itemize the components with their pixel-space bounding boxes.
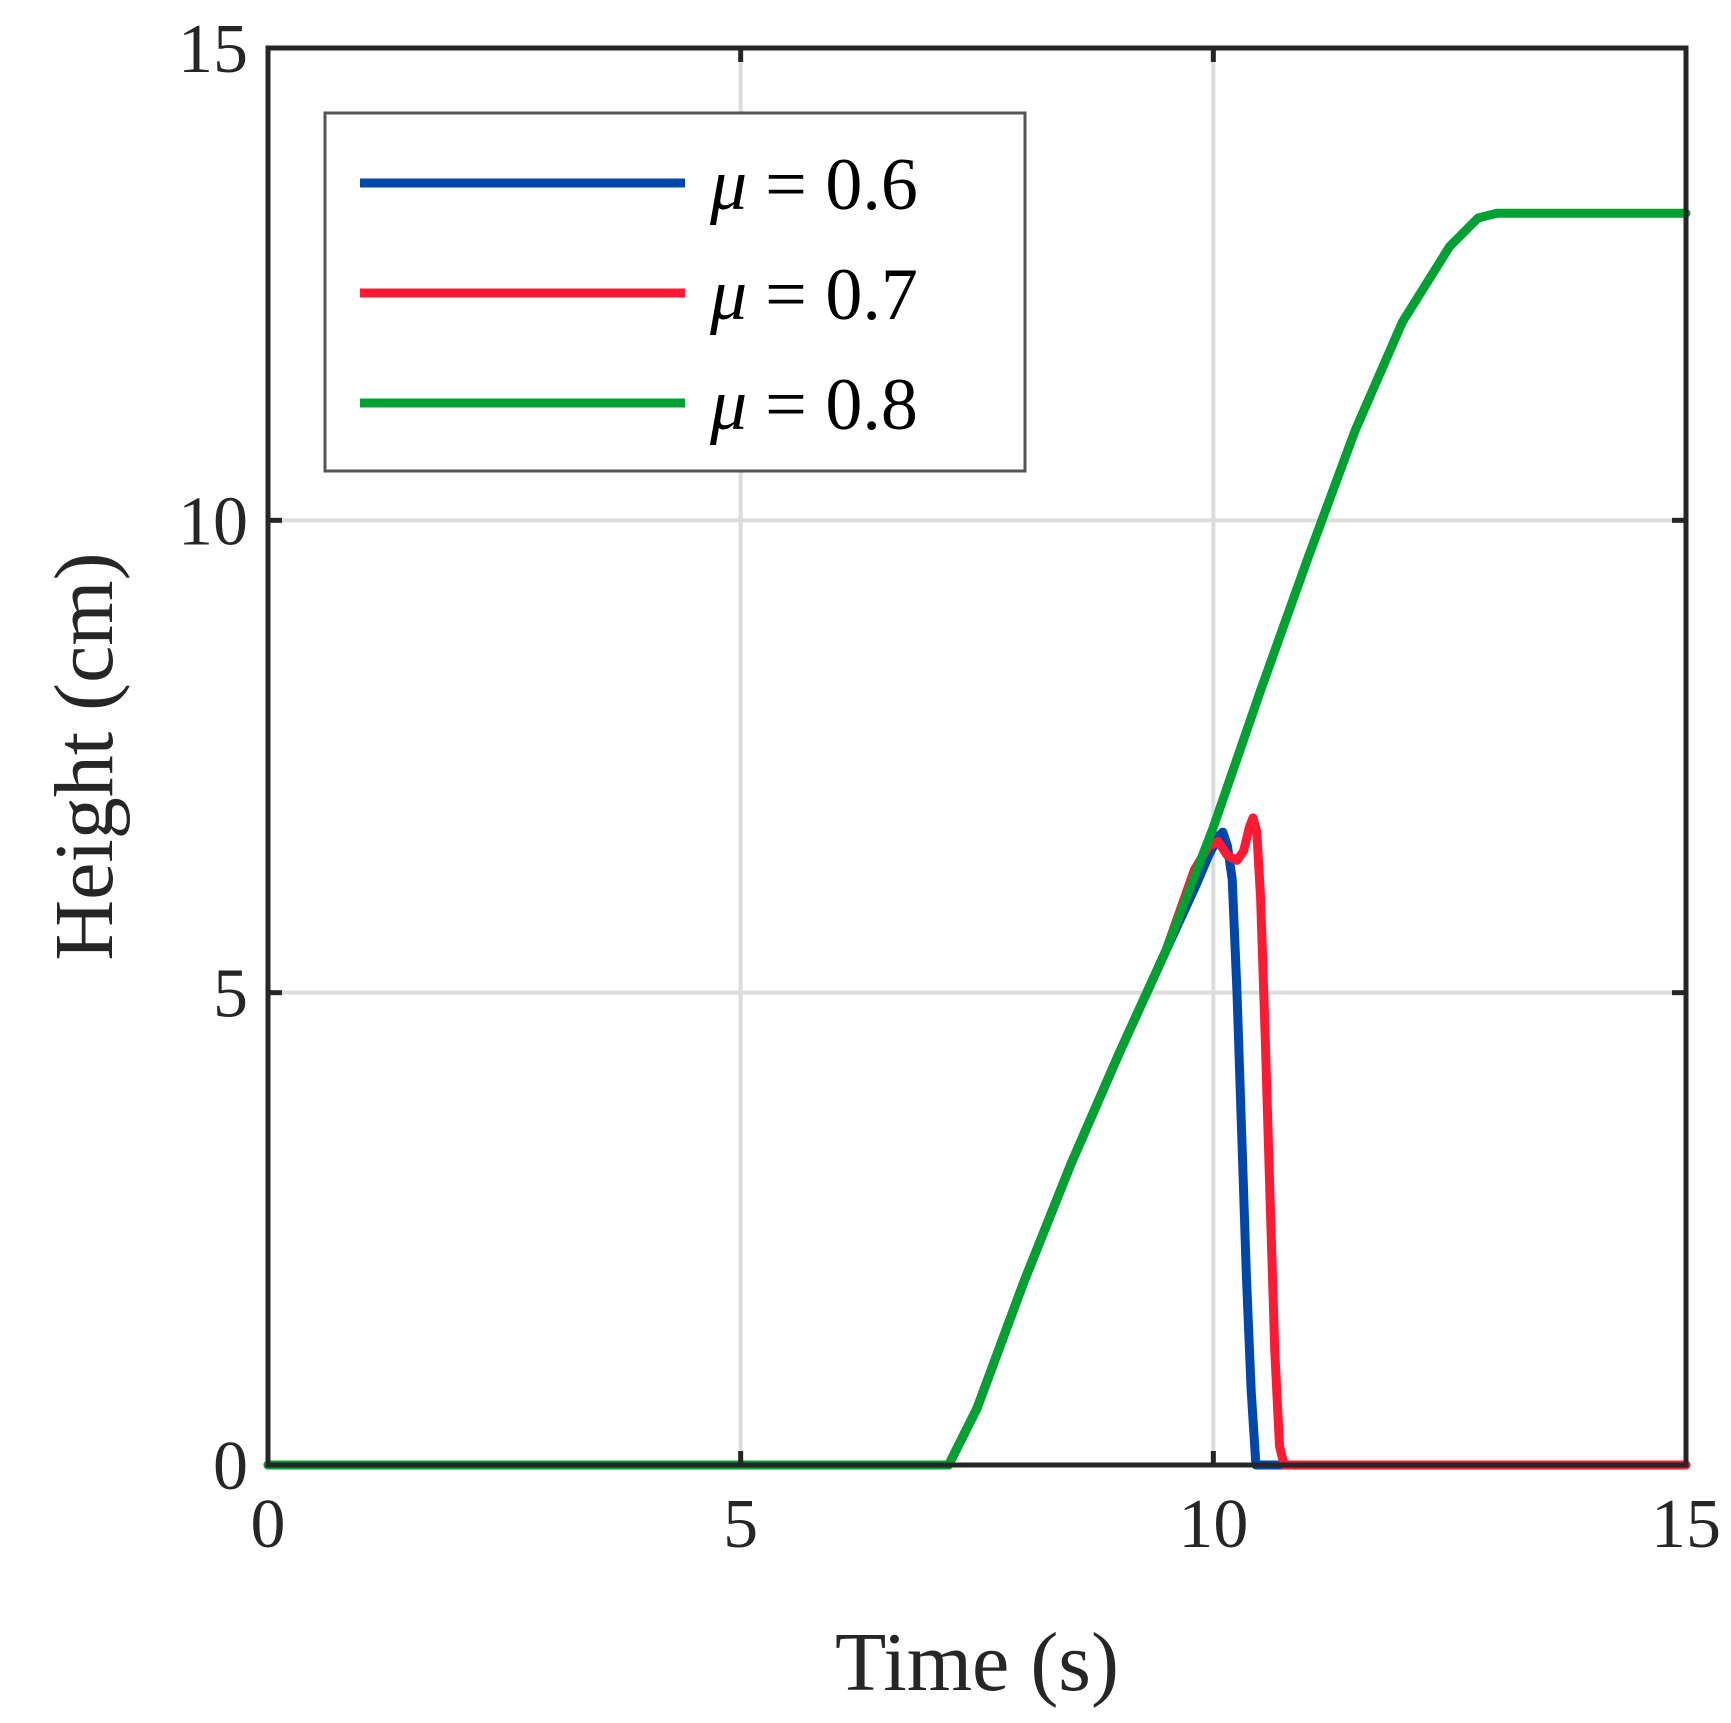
legend-value-2: = 0.7 <box>765 254 918 336</box>
legend-symbol-2: μ <box>709 254 747 336</box>
x-axis-label: Time (s) <box>835 1616 1119 1709</box>
x-tick-label-10: 10 <box>1178 1486 1248 1563</box>
legend-value-3: = 0.8 <box>765 364 918 446</box>
y-tick-label-15: 15 <box>178 11 248 88</box>
y-tick-label-0: 0 <box>213 1428 248 1505</box>
y-tick-label-10: 10 <box>178 483 248 560</box>
series-line-3 <box>263 208 1691 1470</box>
plot-frame <box>265 45 1689 1468</box>
y-axis-label: Height (cm) <box>38 552 131 960</box>
legend-label-1: μ = 0.6 <box>709 144 918 226</box>
legend-symbol-1: μ <box>709 144 747 226</box>
legend-value-1: = 0.6 <box>765 144 918 226</box>
y-tick-label-5: 5 <box>213 956 248 1033</box>
legend-symbol-3: μ <box>709 364 747 446</box>
legend-label-3: μ = 0.8 <box>709 364 918 446</box>
plot-lines <box>263 208 1691 1470</box>
tick-labels: 0 5 10 15 0 5 10 15 <box>178 11 1721 1563</box>
x-tick-label-5: 5 <box>723 1486 758 1563</box>
x-tick-label-15: 15 <box>1651 1486 1721 1563</box>
x-tick-label-0: 0 <box>251 1486 286 1563</box>
legend-items: μ = 0.6μ = 0.7μ = 0.8 <box>360 144 918 446</box>
ticks <box>265 45 1689 1468</box>
legend-label-2: μ = 0.7 <box>709 254 918 336</box>
legend: μ = 0.6μ = 0.7μ = 0.8 <box>323 111 1027 473</box>
